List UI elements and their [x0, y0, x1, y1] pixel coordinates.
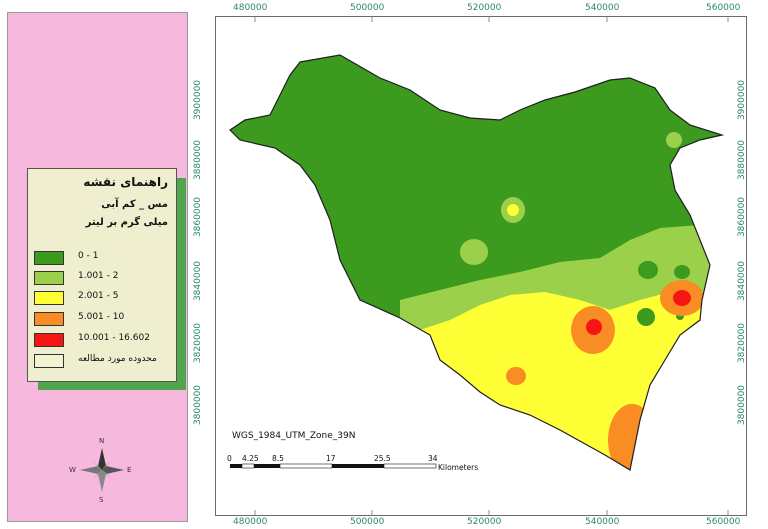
scalebar-unit-label: Kilometers — [438, 463, 479, 472]
scalebar-segment — [241, 463, 255, 469]
zone-10-16-hotspot — [673, 290, 691, 306]
scalebar-tick-label: 34 — [428, 454, 438, 463]
legend-item-label: 10.001 - 16.602 — [78, 333, 150, 343]
zone-1-2-patch — [583, 270, 597, 282]
legend-item-0-1: 0 - 1 — [34, 249, 174, 267]
frame-ticks — [254, 16, 729, 516]
zone-0-1-patch — [638, 261, 658, 279]
compass-point-south — [98, 470, 106, 492]
y-tick-label-right: 3900000 — [737, 79, 748, 121]
x-tick-label-bottom: 500000 — [350, 517, 385, 527]
legend-item-label: 0 - 1 — [78, 251, 99, 261]
x-tick-label-top: 520000 — [467, 3, 502, 13]
y-tick-label-right: 3880000 — [737, 139, 748, 181]
compass-point-north — [98, 448, 106, 470]
compass-minor-point — [93, 461, 102, 470]
compass-minor-point — [102, 461, 111, 470]
north-label: N — [99, 437, 105, 445]
legend-swatch — [34, 333, 64, 347]
legend-swatch — [34, 312, 64, 326]
zone-1-2-patch — [460, 239, 488, 265]
zone-1-2-patch — [666, 132, 682, 148]
legend-item-10-16: 10.001 - 16.602 — [34, 331, 174, 349]
scalebar-segment — [332, 464, 384, 468]
west-label: W — [69, 466, 76, 474]
scalebar-segment — [279, 463, 333, 469]
y-tick-label-right: 3800000 — [737, 384, 748, 426]
projection-label: WGS_1984_UTM_Zone_39N — [232, 431, 356, 441]
legend-title: راهنمای نقشه — [83, 175, 168, 189]
zone-2-5-patch — [507, 204, 519, 216]
compass-minor-point — [102, 470, 111, 479]
legend-item-label: 1.001 - 2 — [78, 271, 119, 281]
legend-item-label: 2.001 - 5 — [78, 291, 119, 301]
x-tick-label-top: 540000 — [585, 3, 620, 13]
legend-subtitle-unit: میلی گرم بر لیتر — [85, 217, 168, 228]
legend-item-1-2: 1.001 - 2 — [34, 269, 174, 287]
compass-point-west — [80, 466, 102, 474]
scalebar-segment — [254, 464, 280, 468]
north-arrow — [80, 448, 124, 492]
x-tick-label-bottom: 480000 — [233, 517, 268, 527]
study-area-boundary — [229, 54, 725, 471]
legend-item-label: محدوده مورد مطالعه — [78, 354, 157, 364]
y-tick-label-left: 3880000 — [193, 139, 204, 181]
legend-swatch — [34, 271, 64, 285]
scalebar-tick-label: 17 — [326, 454, 336, 463]
scalebar-tick-label: 0 — [227, 454, 232, 463]
scalebar-tick-label: 8.5 — [272, 454, 284, 463]
x-tick-label-bottom: 520000 — [467, 517, 502, 527]
legend-swatch — [34, 251, 64, 265]
south-label: S — [99, 496, 104, 504]
y-tick-label-left: 3820000 — [193, 322, 204, 364]
legend-item-label: 5.001 - 10 — [78, 312, 125, 322]
scalebar — [230, 463, 437, 469]
legend-swatch — [34, 291, 64, 305]
compass-minor-point — [93, 470, 102, 479]
y-tick-label-left: 3900000 — [193, 79, 204, 121]
east-label: E — [127, 466, 132, 474]
y-tick-label-right: 3860000 — [737, 196, 748, 238]
y-tick-label-left: 3860000 — [193, 196, 204, 238]
legend-item-2-5: 2.001 - 5 — [34, 289, 174, 307]
zone-5-10-hotspot — [608, 404, 656, 470]
scalebar-tick-label: 4.25 — [242, 454, 259, 463]
y-tick-label-left: 3800000 — [193, 384, 204, 426]
scalebar-segment — [383, 463, 437, 469]
zone-5-10-hotspot — [506, 367, 526, 385]
x-tick-label-bottom: 540000 — [585, 517, 620, 527]
legend-swatch — [34, 354, 64, 368]
y-tick-label-right: 3840000 — [737, 260, 748, 302]
scalebar-segment — [230, 464, 242, 468]
zone-0-1-patch — [637, 308, 655, 326]
legend-subtitle-parameter: مس _ کم آبی — [101, 199, 168, 210]
legend-item-5-10: 5.001 - 10 — [34, 310, 174, 328]
map-legend: راهنمای نقشه مس _ کم آبی میلی گرم بر لیت… — [27, 168, 177, 382]
compass-point-east — [102, 466, 124, 474]
legend-item-study-area: محدوده مورد مطالعه — [34, 352, 174, 370]
x-tick-label-top: 560000 — [706, 3, 741, 13]
y-tick-label-right: 3820000 — [737, 322, 748, 364]
y-tick-label-left: 3840000 — [193, 260, 204, 302]
x-tick-label-top: 500000 — [350, 3, 385, 13]
scalebar-tick-label: 25.5 — [374, 454, 391, 463]
x-tick-label-bottom: 560000 — [706, 517, 741, 527]
x-tick-label-top: 480000 — [233, 3, 268, 13]
zone-0-1-patch — [674, 265, 690, 279]
zone-10-16-hotspot — [586, 319, 602, 335]
